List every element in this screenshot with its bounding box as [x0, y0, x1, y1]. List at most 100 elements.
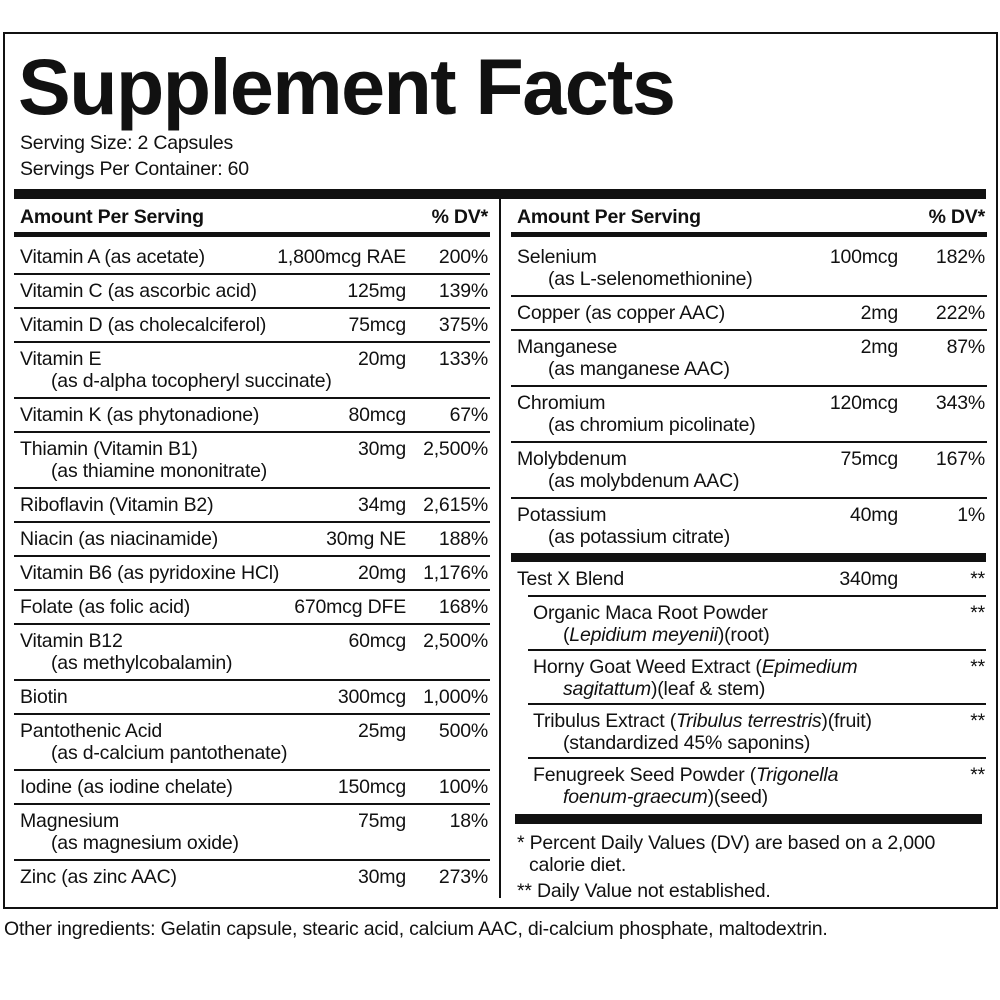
nutrient-detail: (as d-alpha tocopheryl succinate) — [51, 370, 332, 392]
nutrient-name: Vitamin D (as cholecalciferol) — [20, 314, 267, 336]
nutrient-amount: 40mg — [850, 504, 898, 526]
nutrient-dv: 273% — [438, 866, 488, 888]
nutrient-dv: 67% — [449, 404, 489, 426]
row-rule — [511, 441, 987, 443]
blend-item-text: Trigonella — [756, 764, 839, 786]
row-rule — [14, 803, 490, 805]
row-rule — [511, 553, 986, 562]
nutrient-name: Selenium — [517, 246, 597, 268]
row-rule — [528, 703, 986, 705]
blend-item-line: Fenugreek Seed Powder (Trigonella — [533, 764, 838, 786]
nutrient-name: Zinc (as zinc AAC) — [20, 866, 177, 888]
row-rule — [14, 273, 490, 275]
nutrient-name: Biotin — [20, 686, 68, 708]
row-rule — [528, 595, 986, 597]
label-border — [3, 32, 998, 909]
blend-amount: 340mg — [839, 568, 898, 590]
servings-per-container: Servings Per Container: 60 — [20, 158, 249, 180]
blend-name: Test X Blend — [517, 568, 625, 590]
nutrient-dv: 1,176% — [423, 562, 488, 584]
nutrient-detail: (as molybdenum AAC) — [548, 470, 740, 492]
header-dv: % DV* — [431, 206, 489, 228]
row-rule — [515, 814, 982, 824]
nutrient-detail: (as L-selenomethionine) — [548, 268, 753, 290]
column-divider — [499, 199, 501, 898]
other-ingredients: Other ingredients: Gelatin capsule, stea… — [4, 918, 828, 940]
blend-item-text: Lepidium meyenii — [569, 624, 718, 646]
nutrient-amount: 20mg — [358, 348, 406, 370]
nutrient-detail: (as thiamine mononitrate) — [51, 460, 268, 482]
blend-item-text: Fenugreek Seed Powder ( — [533, 764, 757, 786]
nutrient-name: Vitamin E — [20, 348, 102, 370]
nutrient-name: Niacin (as niacinamide) — [20, 528, 219, 550]
row-rule — [14, 341, 490, 343]
row-rule — [14, 859, 490, 861]
nutrient-dv: 188% — [438, 528, 488, 550]
blend-item-text: sagitattum — [563, 678, 651, 700]
blend-item-text: )(fruit) — [821, 710, 872, 732]
nutrient-amount: 30mg NE — [326, 528, 406, 550]
header-dv: % DV* — [928, 206, 986, 228]
nutrient-amount: 60mcg — [348, 630, 406, 652]
nutrient-amount: 125mg — [347, 280, 406, 302]
label-title: Supplement Facts — [18, 42, 676, 131]
row-rule — [528, 649, 986, 651]
row-rule — [14, 487, 490, 489]
nutrient-dv: 168% — [438, 596, 488, 618]
row-rule — [511, 232, 987, 237]
row-rule — [511, 497, 987, 499]
thick-rule — [14, 189, 986, 199]
serving-size: Serving Size: 2 Capsules — [20, 132, 234, 154]
row-rule — [14, 589, 490, 591]
nutrient-amount: 300mcg — [337, 686, 406, 708]
nutrient-name: Vitamin K (as phytonadione) — [20, 404, 260, 426]
nutrient-dv: 1,000% — [423, 686, 488, 708]
nutrient-name: Vitamin B12 — [20, 630, 123, 652]
blend-item-line: Tribulus Extract (Tribulus terrestris)(f… — [533, 710, 872, 732]
nutrient-amount: 75mcg — [840, 448, 898, 470]
nutrient-amount: 1,800mcg RAE — [277, 246, 406, 268]
blend-item-dv: ** — [970, 710, 985, 732]
blend-item-dv: ** — [970, 656, 985, 678]
nutrient-dv: 133% — [438, 348, 488, 370]
blend-item-line: (standardized 45% saponins) — [563, 732, 810, 754]
blend-item-text: )(leaf & stem) — [650, 678, 766, 700]
nutrient-name: Potassium — [517, 504, 607, 526]
nutrient-amount: 20mg — [358, 562, 406, 584]
row-rule — [511, 295, 987, 297]
nutrient-name: Copper (as copper AAC) — [517, 302, 726, 324]
nutrient-name: Vitamin B6 (as pyridoxine HCl) — [20, 562, 280, 584]
row-rule — [14, 431, 490, 433]
nutrient-amount: 30mg — [358, 866, 406, 888]
blend-item-text: Tribulus Extract ( — [533, 710, 677, 732]
blend-item-text: Tribulus terrestris — [676, 710, 822, 732]
nutrient-dv: 100% — [438, 776, 488, 798]
footnote: ** Daily Value not established. — [517, 880, 771, 902]
nutrient-detail: (as d-calcium pantothenate) — [51, 742, 288, 764]
nutrient-dv: 375% — [438, 314, 488, 336]
nutrient-detail: (as manganese AAC) — [548, 358, 730, 380]
row-rule — [14, 555, 490, 557]
nutrient-amount: 100mcg — [829, 246, 898, 268]
row-rule — [14, 307, 490, 309]
blend-item-text: (standardized 45% saponins) — [563, 732, 811, 754]
blend-item-text: Organic Maca Root Powder — [533, 602, 768, 624]
header-amount: Amount Per Serving — [517, 206, 701, 228]
blend-item-text: Horny Goat Weed Extract ( — [533, 656, 762, 678]
footnote: * Percent Daily Values (DV) are based on… — [517, 832, 936, 876]
blend-item-text: )(seed) — [707, 786, 769, 808]
row-rule — [14, 521, 490, 523]
nutrient-name: Folate (as folic acid) — [20, 596, 191, 618]
row-rule — [528, 757, 986, 759]
blend-item-text: foenum-graecum — [563, 786, 708, 808]
nutrient-dv: 167% — [935, 448, 985, 470]
nutrient-dv: 18% — [449, 810, 489, 832]
nutrient-name: Vitamin A (as acetate) — [20, 246, 205, 268]
nutrient-name: Riboflavin (Vitamin B2) — [20, 494, 214, 516]
nutrient-name: Thiamin (Vitamin B1) — [20, 438, 198, 460]
nutrient-amount: 120mcg — [829, 392, 898, 414]
nutrient-dv: 1% — [957, 504, 985, 526]
nutrient-name: Iodine (as iodine chelate) — [20, 776, 233, 798]
blend-item-line: sagitattum)(leaf & stem) — [563, 678, 765, 700]
row-rule — [14, 623, 490, 625]
